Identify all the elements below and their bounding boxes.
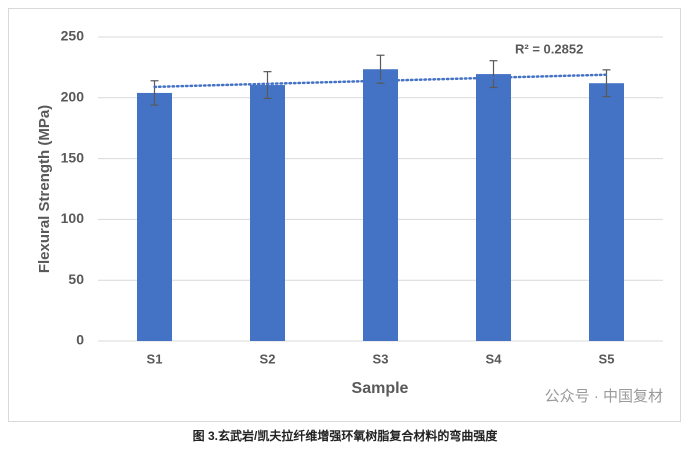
watermark: 公众号 · 中国复材 <box>545 387 663 405</box>
error-bar <box>489 60 498 89</box>
x-tick-label: S4 <box>486 351 503 366</box>
y-tick-label: 250 <box>61 28 85 44</box>
bar <box>476 74 511 341</box>
bar <box>589 83 624 341</box>
x-tick-label: S1 <box>147 351 163 366</box>
x-axis-title: Sample <box>352 380 409 397</box>
bar <box>250 85 285 341</box>
trendline-label: R² = 0.2852 <box>515 41 583 56</box>
y-tick-label: 200 <box>61 89 85 105</box>
y-tick-label: 150 <box>61 149 85 165</box>
y-tick-label: 50 <box>68 271 84 287</box>
x-tick-label: S3 <box>373 351 389 366</box>
trendline <box>153 73 608 89</box>
bar <box>363 69 398 341</box>
y-tick-label: 100 <box>61 210 85 226</box>
bar <box>137 92 172 341</box>
chart-frame <box>8 8 681 422</box>
y-axis-title: Flexural Strength (MPa) <box>36 105 53 273</box>
x-tick-label: S5 <box>599 351 615 366</box>
x-tick-label: S2 <box>260 351 276 366</box>
y-tick-label: 0 <box>76 332 84 348</box>
error-bar <box>150 80 159 106</box>
error-bar <box>376 54 385 84</box>
caption: 图 3.玄武岩/凯夫拉纤维增强环氧树脂复合材料的弯曲强度 <box>193 428 499 443</box>
